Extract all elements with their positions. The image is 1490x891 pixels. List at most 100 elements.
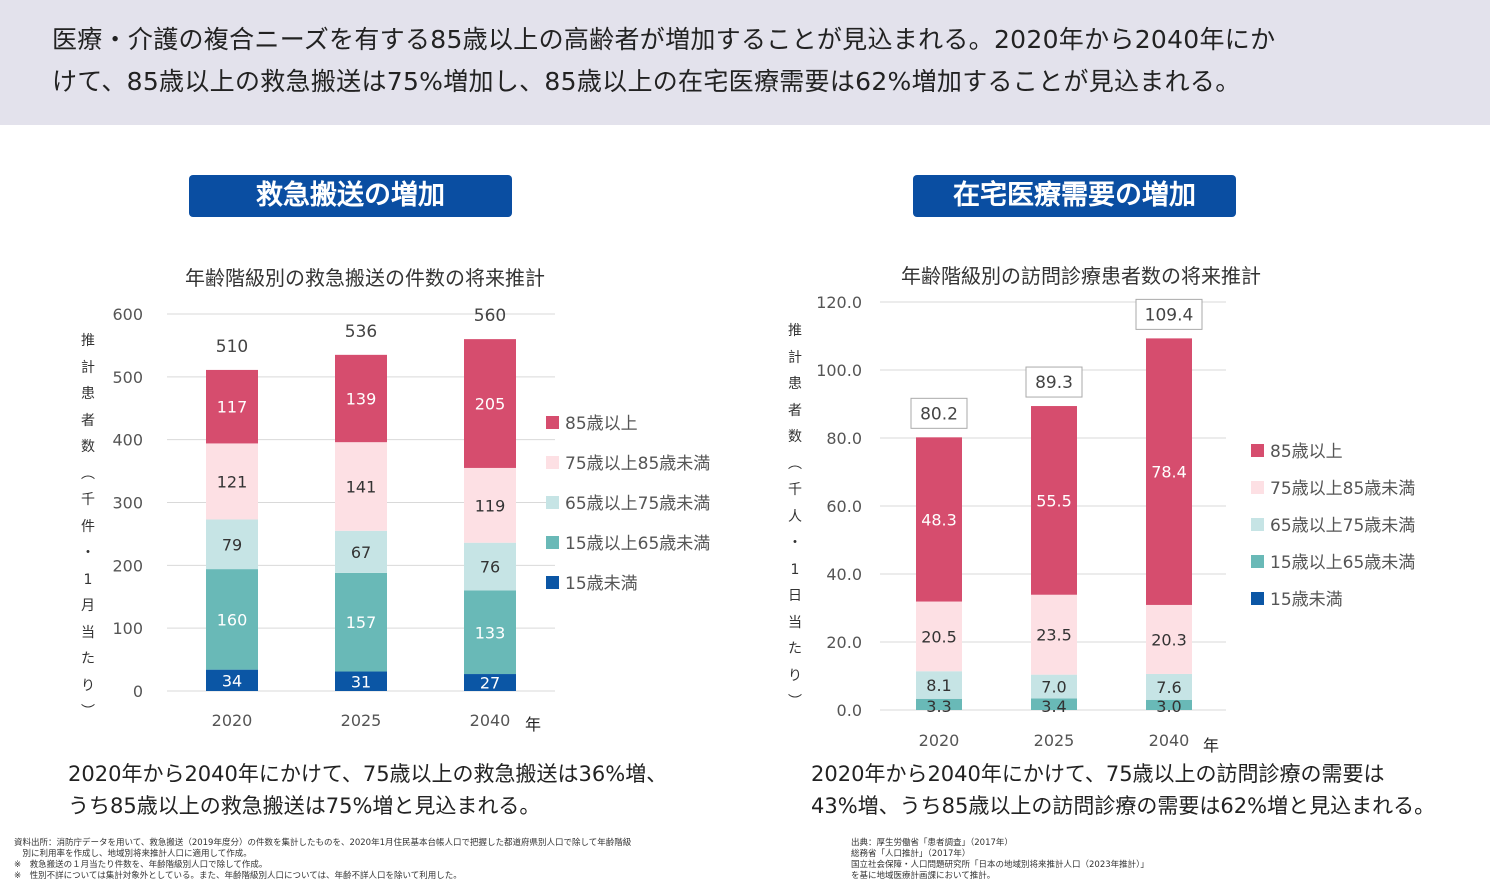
y-axis-label-char: 当	[788, 614, 802, 631]
header-banner: 医療・介護の複合ニーズを有する85歳以上の高齢者が増加することが見込まれる。20…	[0, 0, 1490, 125]
right-chart-bar-segment	[1031, 406, 1077, 595]
right-chart-bar-segment	[1146, 699, 1192, 710]
header-text-line-2: けて、85歳以上の救急搬送は75%増加し、85歳以上の在宅医療需要は62%増加す…	[52, 67, 1241, 96]
left-chart-legend-label: 75歳以上85歳未満	[565, 454, 710, 474]
left-chart-data-label: 31	[351, 672, 371, 691]
right-chart-data-label: 48.3	[921, 510, 957, 529]
left-source-note-1: 資料出所：消防庁データを用いて、救急搬送（2019年度分）の件数を集計したものを…	[14, 838, 632, 848]
y-axis-label-char: 推	[788, 323, 802, 339]
left-chart-legend-swatch	[546, 496, 559, 509]
left-chart-data-label: 133	[475, 623, 506, 642]
left-chart-legend-swatch	[546, 416, 559, 429]
left-chart-data-label: 205	[475, 395, 506, 414]
y-axis-label-char: ︵	[788, 455, 802, 472]
right-chart-bar-segment	[916, 671, 962, 699]
right-chart-data-label: 8.1	[926, 676, 951, 695]
y-axis-label-char: 者	[788, 402, 802, 419]
right-chart-bar-segment	[916, 698, 962, 710]
left-chart-legend-label: 85歳以上	[565, 414, 638, 434]
right-chart-y-tick-label: 120.0	[816, 293, 862, 312]
y-axis-label-char: 件	[81, 518, 95, 535]
left-chart-bar-segment	[206, 369, 258, 444]
left-chart-bar-segment	[464, 590, 516, 675]
right-chart-legend-swatch	[1251, 555, 1264, 568]
right-chart-bar-segment	[1146, 604, 1192, 674]
right-chart-data-label: 55.5	[1036, 491, 1072, 510]
y-axis-label-char: 数	[788, 429, 802, 445]
left-chart-bar-segment	[335, 354, 387, 443]
y-axis-label-char: 数	[81, 439, 95, 455]
right-chart-x-axis-unit: 年	[1203, 736, 1219, 755]
right-chart-data-label: 20.3	[1151, 630, 1187, 649]
right-chart-legend-label: 15歳以上65歳未満	[1270, 553, 1415, 573]
y-axis-label-char: 1	[83, 571, 93, 588]
right-chart-x-tick-label: 2020	[919, 731, 960, 750]
left-chart-legend-swatch	[546, 456, 559, 469]
left-chart-y-tick-label: 500	[112, 368, 143, 387]
right-source-note-3: 国立社会保障・人口問題研究所「日本の地域別将来推計人口（2023年推計）」	[851, 860, 1149, 870]
left-chart-bar-segment	[464, 467, 516, 543]
right-chart-legend-label: 85歳以上	[1270, 442, 1343, 462]
left-chart-y-tick-label: 100	[112, 619, 143, 638]
right-chart-legend-label: 65歳以上75歳未満	[1270, 516, 1415, 536]
left-chart-x-axis-unit: 年	[525, 715, 541, 734]
right-summary-line-1: 2020年から2040年にかけて、75歳以上の訪問診療の需要は	[811, 762, 1385, 786]
right-chart: 0.0 20.0 40.0 60.0 80.0 100.0 120.0 3.3 8.1 20.5 4…	[816, 293, 1415, 755]
left-chart-bar-segment	[464, 542, 516, 591]
right-chart-total-box	[910, 397, 968, 429]
y-axis-label-char: ︶	[81, 704, 95, 720]
right-chart-legend-label: 15歳未満	[1270, 590, 1343, 610]
y-axis-label-char: 日	[788, 588, 802, 604]
y-axis-label-char: た	[788, 641, 802, 657]
left-chart-total-label: 560	[474, 306, 506, 326]
y-axis-label-char: 計	[788, 349, 802, 366]
right-chart-x-tick-label: 2025	[1034, 731, 1075, 750]
right-chart-total-box	[1135, 298, 1203, 330]
left-chart-bar-segment	[335, 671, 387, 691]
left-chart-data-label: 160	[217, 610, 248, 629]
left-chart-data-label: 79	[222, 535, 242, 554]
right-chart-data-label: 7.0	[1041, 678, 1066, 697]
right-chart-bar-segment	[1031, 594, 1077, 675]
left-chart-y-axis-label: 推計患者数 ︵ 千件・ 1 月当たり ︶	[78, 328, 98, 726]
y-axis-label-char: 当	[81, 624, 95, 641]
right-chart-y-tick-label: 0.0	[837, 701, 862, 720]
right-chart-bar-segment	[1146, 338, 1192, 605]
y-axis-label-char: 推	[81, 333, 95, 349]
left-summary-line-1: 2020年から2040年にかけて、75歳以上の救急搬送は36%増、	[68, 762, 668, 786]
left-chart-data-label: 67	[351, 543, 371, 562]
right-chart-legend-swatch	[1251, 444, 1264, 457]
right-chart-total-box	[1025, 366, 1083, 398]
right-chart-y-tick-label: 80.0	[826, 429, 862, 448]
y-axis-label-char: 患	[81, 386, 95, 402]
right-chart-data-label: 3.3	[926, 697, 951, 716]
y-axis-label-char: 者	[81, 412, 95, 429]
y-axis-label-char: り	[81, 677, 95, 694]
y-axis-label-char: ︶	[788, 694, 802, 710]
left-chart-y-tick-label: 200	[112, 556, 143, 575]
right-chart-bar-segment	[1031, 698, 1077, 710]
right-chart-bar-segment	[916, 437, 962, 602]
right-chart-data-label: 20.5	[921, 627, 957, 646]
left-source-note-2: 別に利用率を作成し、地域別将来推計人口に適用して作成。	[14, 849, 252, 859]
left-chart-data-label: 157	[346, 613, 377, 632]
left-chart-bar-segment	[206, 519, 258, 570]
right-section-badge: 在宅医療需要の増加	[913, 175, 1236, 217]
right-source-note-1: 出典：厚生労働省「患者調査」（2017年）	[851, 838, 1013, 848]
right-chart-y-tick-label: 40.0	[826, 565, 862, 584]
left-chart-x-tick-label: 2020	[212, 711, 253, 730]
right-chart-legend-label: 75歳以上85歳未満	[1270, 479, 1415, 499]
left-chart-bar-segment	[464, 339, 516, 468]
right-source-note-4: を基に地域医療計画課において推計。	[851, 871, 996, 881]
left-chart-bar-segment	[335, 530, 387, 573]
right-chart-title: 年齢階級別の訪問診療患者数の将来推計	[901, 264, 1261, 288]
left-chart-data-label: 121	[217, 472, 248, 491]
left-chart-data-label: 76	[480, 558, 500, 577]
right-chart-bar-segment	[916, 601, 962, 672]
right-chart-legend-swatch	[1251, 518, 1264, 531]
left-chart-data-label: 119	[475, 496, 506, 515]
y-axis-label-char: た	[81, 651, 95, 667]
left-chart-data-label: 117	[217, 398, 248, 417]
y-axis-label-char: 月	[81, 598, 95, 614]
y-axis-label-char: 計	[81, 359, 95, 376]
